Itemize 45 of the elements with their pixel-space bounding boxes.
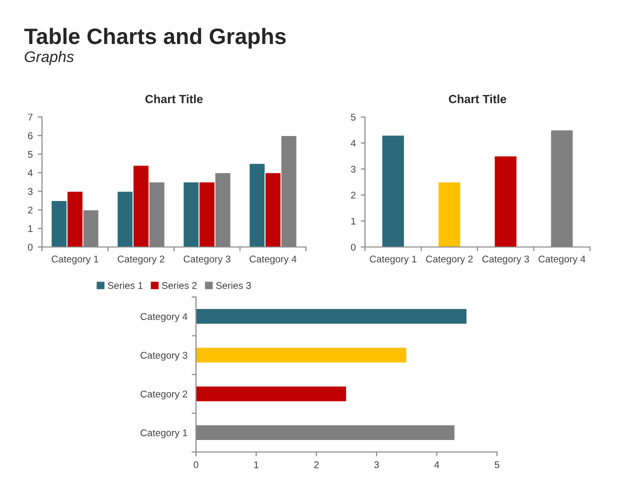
x-tick-label: Category 2 bbox=[426, 256, 473, 264]
x-tick-label: Category 3 bbox=[184, 256, 230, 264]
chart-title: Chart Title bbox=[448, 94, 506, 104]
bar bbox=[196, 308, 468, 325]
y-tick-label: 5 bbox=[350, 114, 356, 121]
bar bbox=[381, 134, 405, 247]
y-tick-label: 6 bbox=[28, 132, 33, 140]
x-tick-label: Category 1 bbox=[52, 256, 98, 264]
x-tick-label: 0 bbox=[194, 461, 198, 468]
y-tick-label: Category 3 bbox=[140, 352, 188, 361]
chart-title: Chart Title bbox=[145, 94, 203, 104]
x-tick-label: 2 bbox=[314, 461, 319, 468]
x-tick-label: Category 4 bbox=[538, 256, 586, 264]
bar bbox=[196, 386, 347, 402]
bar bbox=[494, 156, 518, 247]
x-tick-label: Category 2 bbox=[118, 256, 164, 264]
y-tick-label: Category 4 bbox=[140, 313, 188, 322]
text: Table Charts and Graphs bbox=[24, 28, 286, 49]
y-tick-label: 2 bbox=[351, 192, 356, 199]
legend-label: Series 3 bbox=[216, 282, 251, 289]
y-tick-label: Category 1 bbox=[140, 429, 188, 438]
y-tick-label: 1 bbox=[28, 225, 32, 232]
x-tick-label: 5 bbox=[494, 461, 500, 468]
y-tick-label: Category 2 bbox=[140, 390, 188, 400]
y-tick-label: 3 bbox=[350, 166, 356, 173]
x-tick-label: 1 bbox=[254, 461, 258, 468]
x-tick-label: 4 bbox=[434, 461, 440, 468]
y-tick-label: 1 bbox=[351, 218, 356, 225]
x-tick-label: Category 3 bbox=[482, 256, 529, 264]
legend-label: Series 2 bbox=[162, 282, 197, 289]
text: Graphs bbox=[24, 50, 74, 66]
x-tick-label: Category 1 bbox=[370, 256, 416, 264]
y-tick-label: 3 bbox=[28, 188, 33, 195]
y-tick-label: 4 bbox=[350, 140, 356, 147]
y-tick-label: 7 bbox=[28, 114, 32, 121]
legend-label: Series 1 bbox=[108, 282, 143, 289]
y-tick-label: 0 bbox=[28, 244, 33, 251]
y-tick-label: 4 bbox=[28, 170, 33, 176]
y-tick-label: 5 bbox=[28, 150, 33, 158]
bar bbox=[196, 346, 408, 364]
x-tick-label: 3 bbox=[374, 461, 379, 468]
x-tick-label: Category 4 bbox=[250, 256, 296, 264]
y-tick-label: 2 bbox=[28, 206, 32, 214]
y-tick-label: 0 bbox=[350, 244, 356, 251]
bar bbox=[438, 182, 462, 247]
